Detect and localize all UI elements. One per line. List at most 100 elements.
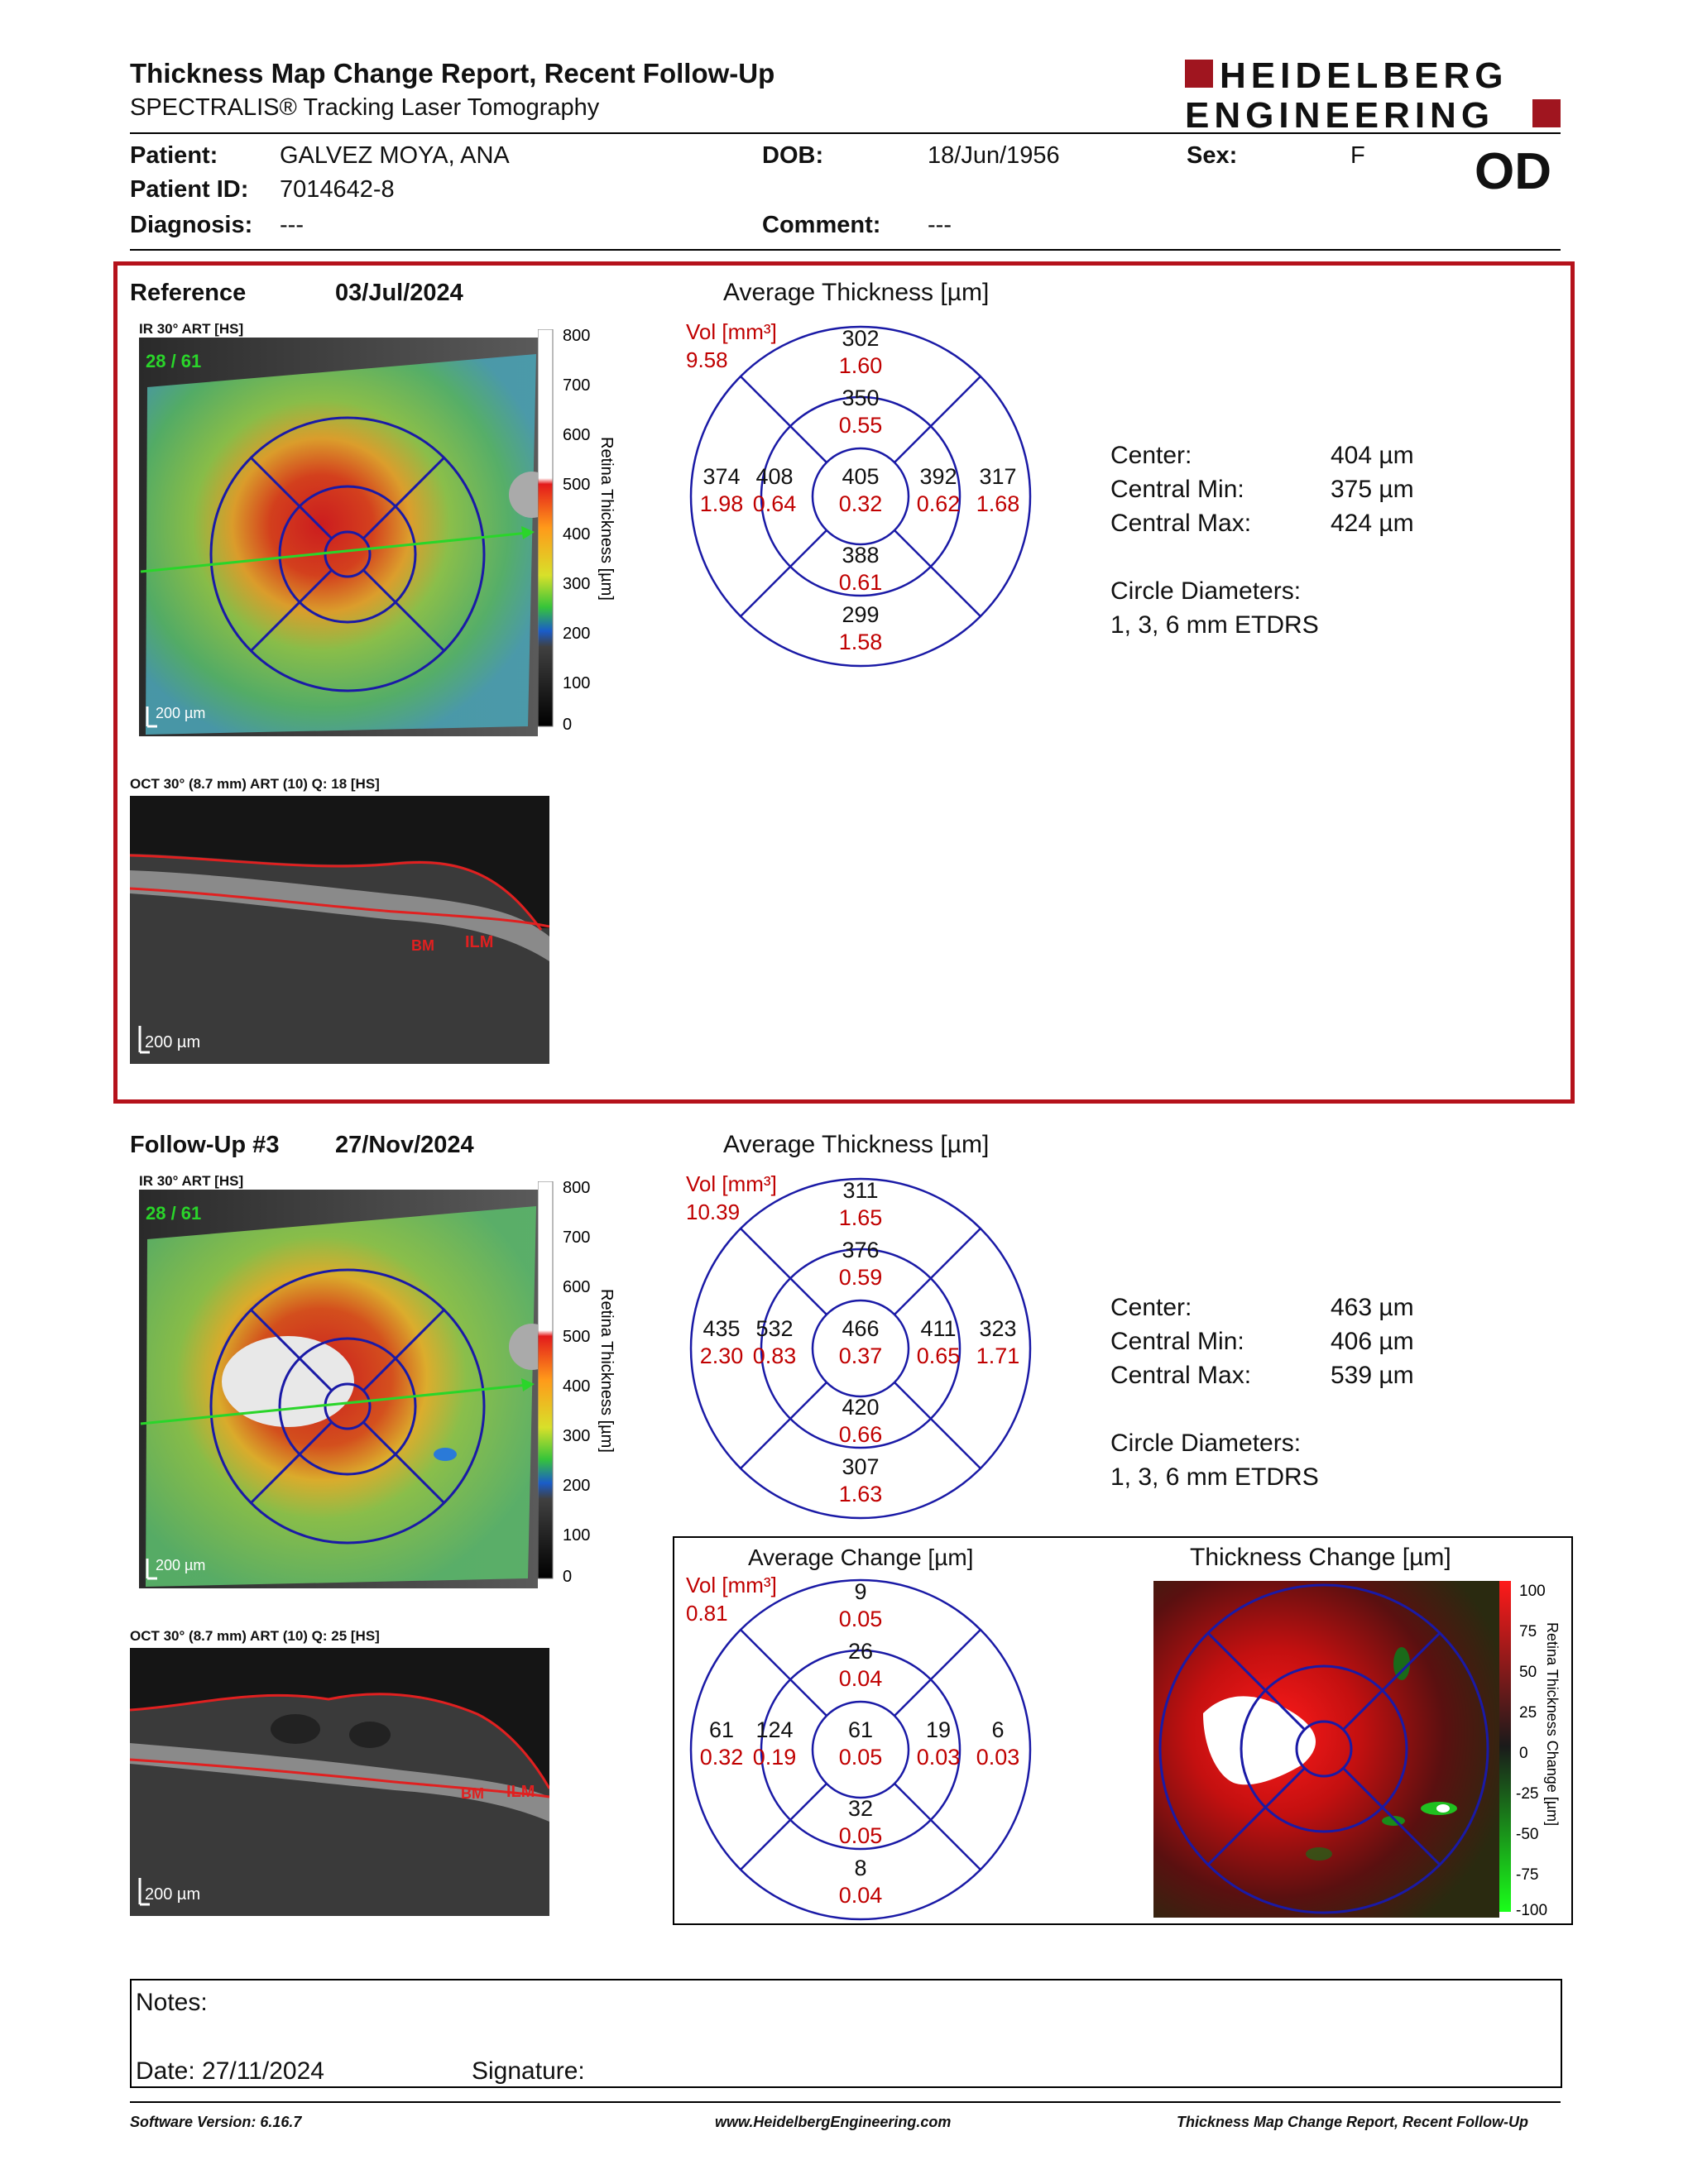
change-left-inner-thickness: 124 xyxy=(755,1717,793,1742)
patient-name: GALVEZ MOYA, ANA xyxy=(280,142,510,169)
thk-tick-400: 400 xyxy=(563,525,590,544)
reference-oct-label: OCT 30° (8.7 mm) ART (10) Q: 18 [HS] xyxy=(130,776,380,792)
reference-label: Reference xyxy=(130,280,247,306)
change-etdrs-grid: 9 0.05 26 0.04 61 0.05 61 0.32 124 0.19 19 0.03 6 0.0… xyxy=(679,1568,1043,1932)
change-center-thickness: 61 xyxy=(848,1717,873,1742)
chg-tick-m50: -50 xyxy=(1516,1826,1538,1843)
thk-tick-200: 200 xyxy=(563,625,590,643)
reference-oct-image: ILM BM 200 µm xyxy=(129,796,550,1064)
change-top-inner-volume: 0.04 xyxy=(839,1666,883,1691)
followup-right-inner-volume: 0.65 xyxy=(917,1343,961,1368)
followup-oct-image: ILM BM 200 µm xyxy=(129,1648,551,1916)
change-right-outer-volume: 0.03 xyxy=(976,1745,1020,1770)
reference-right-inner-volume: 0.62 xyxy=(917,491,961,516)
fu-thk-tick-100: 100 xyxy=(563,1526,590,1545)
reference-max-label: Central Max: xyxy=(1110,510,1252,537)
reference-center-value: 404 µm xyxy=(1331,442,1414,469)
sex-value: F xyxy=(1350,142,1365,169)
followup-center-volume: 0.37 xyxy=(839,1343,883,1368)
change-top-outer-volume: 0.05 xyxy=(839,1607,883,1631)
reference-left-inner-volume: 0.64 xyxy=(753,491,797,516)
reference-top-outer-volume: 1.60 xyxy=(839,353,883,378)
footer-version: Software Version: 6.16.7 xyxy=(130,2114,302,2130)
thk-tick-0: 0 xyxy=(563,716,572,734)
reference-bottom-outer-thickness: 299 xyxy=(842,602,879,627)
followup-oct-scale: 200 µm xyxy=(145,1885,200,1904)
thk-tick-600: 600 xyxy=(563,426,590,444)
signature-label: Signature: xyxy=(472,2057,585,2085)
thk-tick-100: 100 xyxy=(563,674,590,692)
chg-tick-m25: -25 xyxy=(1516,1785,1538,1803)
notes-date: Date: 27/11/2024 xyxy=(136,2057,324,2085)
reference-bottom-outer-volume: 1.58 xyxy=(839,630,883,654)
svg-text:ILM: ILM xyxy=(506,1783,535,1801)
followup-circle-label: Circle Diameters: xyxy=(1110,1430,1302,1457)
heidelberg-logo: HEIDELBERG ENGINEERING xyxy=(1185,55,1566,136)
followup-center-label: Center: xyxy=(1110,1294,1192,1321)
diagnosis-label: Diagnosis: xyxy=(130,212,253,238)
change-vol-total: 0.81 xyxy=(686,1601,728,1626)
fu-thk-tick-200: 200 xyxy=(563,1477,590,1495)
eye-label: OD xyxy=(1475,143,1551,200)
thk-tick-500: 500 xyxy=(563,476,590,494)
followup-ir-label: IR 30° ART [HS] xyxy=(139,1173,244,1189)
followup-vol-label: Vol [mm³] xyxy=(686,1171,777,1196)
change-left-inner-volume: 0.19 xyxy=(753,1745,797,1770)
change-bottom-outer-thickness: 8 xyxy=(854,1856,866,1880)
svg-text:ILM: ILM xyxy=(465,933,493,951)
followup-bottom-inner-volume: 0.66 xyxy=(839,1422,883,1447)
followup-vol-total: 10.39 xyxy=(686,1200,741,1224)
reference-ir-label: IR 30° ART [HS] xyxy=(139,321,244,337)
followup-bottom-inner-thickness: 420 xyxy=(842,1395,879,1420)
notes-label: Notes: xyxy=(136,1989,208,2016)
reference-left-outer-thickness: 374 xyxy=(703,464,740,489)
reference-top-outer-thickness: 302 xyxy=(842,326,879,351)
reference-right-inner-thickness: 392 xyxy=(919,464,957,489)
fu-thk-tick-600: 600 xyxy=(563,1278,590,1296)
followup-top-inner-thickness: 376 xyxy=(842,1238,879,1262)
followup-left-inner-volume: 0.83 xyxy=(753,1343,797,1368)
fu-thk-tick-700: 700 xyxy=(563,1228,590,1247)
change-top-inner-thickness: 26 xyxy=(848,1639,873,1664)
fu-thk-tick-800: 800 xyxy=(563,1181,590,1197)
change-colorbar: 100 75 50 25 0 -25 -50 -75 -100 Retina T… xyxy=(1499,1581,1574,1920)
change-right-inner-volume: 0.03 xyxy=(917,1745,961,1770)
report-subtitle: SPECTRALIS® Tracking Laser Tomography xyxy=(130,94,600,121)
followup-center-value: 463 µm xyxy=(1331,1294,1414,1321)
followup-bottom-outer-thickness: 307 xyxy=(842,1454,879,1479)
followup-top-inner-volume: 0.59 xyxy=(839,1265,883,1290)
followup-ir-scale: 200 µm xyxy=(156,1557,205,1573)
change-frame xyxy=(673,1536,1573,1925)
change-bottom-inner-thickness: 32 xyxy=(848,1796,873,1821)
comment-label: Comment: xyxy=(762,212,881,238)
followup-avg-title: Average Thickness [µm] xyxy=(723,1131,990,1158)
followup-left-outer-thickness: 435 xyxy=(703,1316,740,1341)
thk-tick-300: 300 xyxy=(563,575,590,593)
footer-divider xyxy=(130,2101,1561,2103)
reference-bottom-inner-thickness: 388 xyxy=(842,543,879,568)
reference-circle-label: Circle Diameters: xyxy=(1110,577,1302,605)
svg-text:BM: BM xyxy=(411,937,434,954)
reference-min-label: Central Min: xyxy=(1110,476,1244,503)
logo-line2: ENGINEERING xyxy=(1185,95,1494,132)
followup-thickness-colorbar: 800 700 600 500 400 300 200 100 0 Retina… xyxy=(537,1179,645,1587)
reference-left-outer-volume: 1.98 xyxy=(700,491,744,516)
notes-box xyxy=(130,1979,1562,2088)
reference-ir-counter: 28 / 61 xyxy=(146,351,201,371)
change-avg-title: Average Change [µm] xyxy=(748,1545,974,1570)
reference-center-volume: 0.32 xyxy=(839,491,883,516)
change-bottom-inner-volume: 0.05 xyxy=(839,1823,883,1848)
reference-max-value: 424 µm xyxy=(1331,510,1414,537)
followup-etdrs-grid: 311 1.65 376 0.59 466 0.37 435 2.30 532 0.83 411 0.… xyxy=(679,1166,1043,1530)
comment-value: --- xyxy=(928,212,952,238)
followup-date: 27/Nov/2024 xyxy=(335,1132,474,1158)
change-right-outer-thickness: 6 xyxy=(991,1717,1004,1742)
svg-text:BM: BM xyxy=(461,1785,484,1802)
followup-right-outer-volume: 1.71 xyxy=(976,1343,1020,1368)
patient-label: Patient: xyxy=(130,142,218,169)
thk-tick-700: 700 xyxy=(563,376,590,395)
chg-tick-25: 25 xyxy=(1519,1704,1537,1722)
change-right-inner-thickness: 19 xyxy=(926,1717,951,1742)
reference-oct-scale: 200 µm xyxy=(145,1033,200,1051)
chg-tick-m75: -75 xyxy=(1516,1866,1538,1884)
